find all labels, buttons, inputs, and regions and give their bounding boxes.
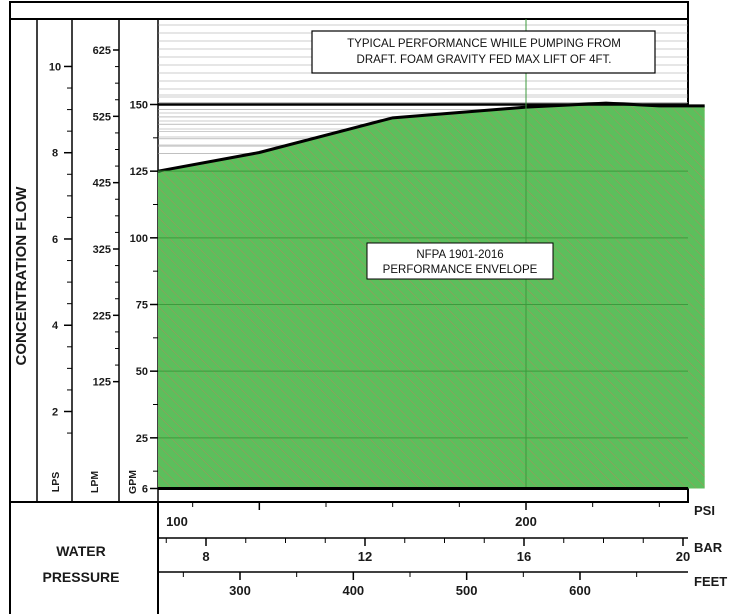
lpm-unit-label: LPM: [89, 471, 101, 493]
tick-marks: [64, 49, 684, 580]
lpm-tick-label: 525: [93, 111, 111, 123]
gpm-tick-label: 6: [142, 484, 148, 496]
lps-tick-label: 2: [52, 407, 58, 419]
bar-tick-label: 16: [517, 549, 531, 564]
psi-unit-label: PSI: [694, 503, 715, 518]
gpm-unit-label: GPM: [127, 470, 139, 494]
feet-tick-label: 600: [569, 583, 591, 598]
lpm-tick-label: 425: [93, 178, 111, 190]
envelope-hatching: [158, 103, 705, 489]
feet-tick-label: 500: [456, 583, 478, 598]
bar-tick-label: 8: [202, 549, 209, 564]
psi-tick-label: 100: [166, 514, 188, 529]
gpm-tick-label: 50: [136, 366, 148, 378]
envelope-label: NFPA 1901-2016 PERFORMANCE ENVELOPE: [366, 242, 554, 280]
annotation-box: TYPICAL PERFORMANCE WHILE PUMPING FROM D…: [311, 30, 656, 74]
lpm-tick-label: 125: [93, 377, 111, 389]
annotation-line-1: TYPICAL PERFORMANCE WHILE PUMPING FROM: [347, 38, 621, 50]
feet-tick-label: 400: [342, 583, 364, 598]
gpm-tick-label: 75: [136, 299, 148, 311]
gpm-tick-label: 150: [130, 99, 148, 111]
y-axis-title: CONCENTRATION FLOW: [13, 186, 30, 366]
feet-unit-label: FEET: [694, 574, 727, 589]
lps-tick-label: 10: [49, 61, 61, 73]
psi-tick-label: 200: [515, 514, 537, 529]
x-axis-title: WATER PRESSURE: [42, 543, 119, 585]
lpm-tick-label: 325: [93, 244, 111, 256]
bar-unit-label: BAR: [694, 540, 723, 555]
lps-tick-label: 4: [52, 320, 59, 332]
lps-tick-label: 6: [52, 234, 58, 246]
gpm-tick-label: 25: [136, 433, 148, 445]
x-title-line-2: PRESSURE: [42, 569, 119, 585]
feet-tick-label: 300: [229, 583, 251, 598]
envelope-label-line-2: PERFORMANCE ENVELOPE: [383, 264, 538, 276]
bar-tick-label: 12: [358, 549, 372, 564]
lps-tick-label: 8: [52, 148, 58, 160]
axis-lines: [158, 501, 688, 573]
gpm-tick-label: 100: [130, 233, 148, 245]
lpm-tick-label: 625: [93, 45, 111, 57]
annotation-line-2: DRAFT. FOAM GRAVITY FED MAX LIFT OF 4FT.: [357, 54, 612, 66]
performance-envelope: [157, 101, 705, 489]
envelope-label-line-1: NFPA 1901-2016: [416, 249, 503, 261]
tick-labels: 6255075100125150125225325425525625246810…: [49, 45, 727, 598]
gpm-tick-label: 125: [130, 166, 148, 178]
lps-unit-label: LPS: [50, 472, 62, 492]
lpm-tick-label: 225: [93, 310, 111, 322]
x-title-line-1: WATER: [56, 543, 106, 559]
major-gridlines: [158, 19, 688, 490]
bar-tick-label: 20: [676, 549, 690, 564]
